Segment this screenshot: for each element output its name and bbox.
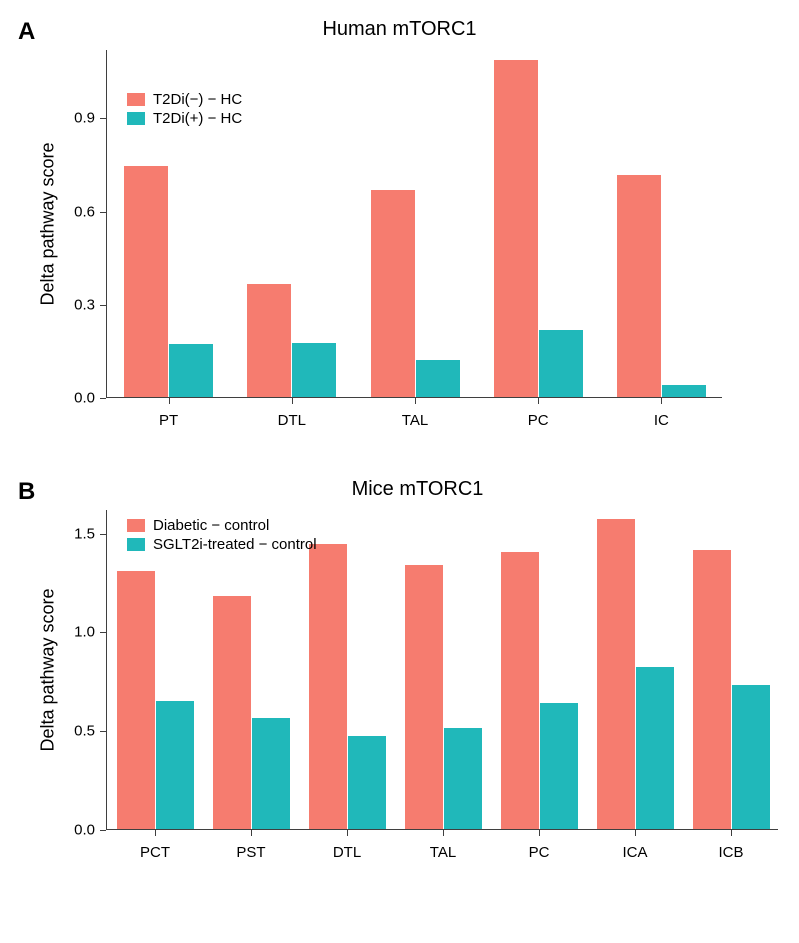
x-tick — [539, 830, 540, 836]
legend-label: T2Di(−) − HC — [153, 92, 242, 107]
legend-label: T2Di(+) − HC — [153, 111, 242, 126]
y-tick — [100, 398, 106, 399]
x-tick — [635, 830, 636, 836]
legend-item: Diabetic − control — [127, 518, 317, 533]
x-tick-label: DTL — [278, 412, 306, 429]
y-tick — [100, 632, 106, 633]
bar-series1 — [117, 571, 155, 829]
x-tick — [661, 398, 662, 404]
panel-a-plot-area: 0.00.30.60.9PTDTLTALPCICT2Di(−) − HCT2Di… — [106, 50, 722, 398]
bar-series1 — [693, 550, 731, 830]
x-tick-label: TAL — [430, 844, 456, 861]
y-tick-label: 0.9 — [74, 110, 95, 127]
legend-swatch — [127, 112, 145, 125]
y-tick-label: 0.6 — [74, 203, 95, 220]
panel-a-y-axis-label: Delta pathway score — [38, 142, 59, 305]
panel-a-chart: Human mTORC1 0.00.30.60.9PTDTLTALPCICT2D… — [18, 18, 781, 41]
panel-b: B Mice mTORC1 0.00.51.01.5PCTPSTDTLTALPC… — [18, 478, 799, 908]
y-tick — [100, 212, 106, 213]
y-tick — [100, 305, 106, 306]
x-tick — [251, 830, 252, 836]
bar-series2 — [252, 718, 290, 829]
x-tick — [155, 830, 156, 836]
x-tick — [415, 398, 416, 404]
x-tick — [169, 398, 170, 404]
legend-swatch — [127, 538, 145, 551]
legend-item: T2Di(−) − HC — [127, 92, 242, 107]
bar-series1 — [124, 166, 168, 397]
y-tick — [100, 118, 106, 119]
bar-series2 — [539, 330, 583, 397]
legend: T2Di(−) − HC T2Di(+) − HC — [127, 92, 242, 130]
legend-label: SGLT2i-treated − control — [153, 537, 317, 552]
y-tick-label: 1.0 — [74, 624, 95, 641]
y-tick-label: 0.0 — [74, 822, 95, 839]
legend-label: Diabetic − control — [153, 518, 269, 533]
bar-series2 — [636, 667, 674, 829]
panel-a: A Human mTORC1 0.00.30.60.9PTDTLTALPCICT… — [18, 18, 781, 468]
x-tick — [731, 830, 732, 836]
bar-series2 — [732, 685, 770, 829]
x-tick — [538, 398, 539, 404]
bar-series2 — [169, 344, 213, 397]
bar-series1 — [501, 552, 539, 829]
legend-swatch — [127, 93, 145, 106]
bar-series2 — [662, 385, 706, 397]
x-tick-label: TAL — [402, 412, 428, 429]
y-tick-label: 0.0 — [74, 390, 95, 407]
x-tick-label: PT — [159, 412, 178, 429]
y-tick — [100, 534, 106, 535]
y-tick-label: 0.3 — [74, 296, 95, 313]
bar-series1 — [494, 60, 538, 397]
x-tick — [443, 830, 444, 836]
bar-series2 — [444, 728, 482, 829]
y-tick — [100, 830, 106, 831]
bar-series1 — [371, 190, 415, 397]
bar-series1 — [617, 175, 661, 397]
bar-series2 — [540, 703, 578, 829]
x-tick-label: PC — [529, 844, 550, 861]
bar-series1 — [405, 565, 443, 829]
x-tick-label: PST — [236, 844, 265, 861]
bar-series2 — [292, 343, 336, 397]
x-tick — [347, 830, 348, 836]
bar-series1 — [309, 544, 347, 829]
bar-series2 — [156, 701, 194, 829]
bar-series2 — [348, 736, 386, 829]
legend: Diabetic − control SGLT2i-treated − contr… — [127, 518, 317, 556]
x-tick-label: ICB — [718, 844, 743, 861]
legend-item: T2Di(+) − HC — [127, 111, 242, 126]
panel-b-plot-area: 0.00.51.01.5PCTPSTDTLTALPCICAICBDiabetic… — [106, 510, 778, 830]
x-tick-label: PCT — [140, 844, 170, 861]
bar-series1 — [597, 519, 635, 829]
legend-swatch — [127, 519, 145, 532]
panel-b-chart: Mice mTORC1 0.00.51.01.5PCTPSTDTLTALPCIC… — [18, 478, 799, 501]
bar-series2 — [416, 360, 460, 397]
y-tick — [100, 731, 106, 732]
y-tick-label: 1.5 — [74, 525, 95, 542]
bar-series1 — [247, 284, 291, 397]
legend-item: SGLT2i-treated − control — [127, 537, 317, 552]
x-tick-label: PC — [528, 412, 549, 429]
x-tick — [292, 398, 293, 404]
bar-series1 — [213, 596, 251, 829]
figure: A Human mTORC1 0.00.30.60.9PTDTLTALPCICT… — [0, 0, 799, 943]
x-tick-label: ICA — [622, 844, 647, 861]
y-tick-label: 0.5 — [74, 723, 95, 740]
panel-a-title: Human mTORC1 — [18, 18, 781, 41]
panel-b-y-axis-label: Delta pathway score — [38, 588, 59, 751]
x-tick-label: DTL — [333, 844, 361, 861]
panel-b-title: Mice mTORC1 — [18, 478, 799, 501]
x-tick-label: IC — [654, 412, 669, 429]
